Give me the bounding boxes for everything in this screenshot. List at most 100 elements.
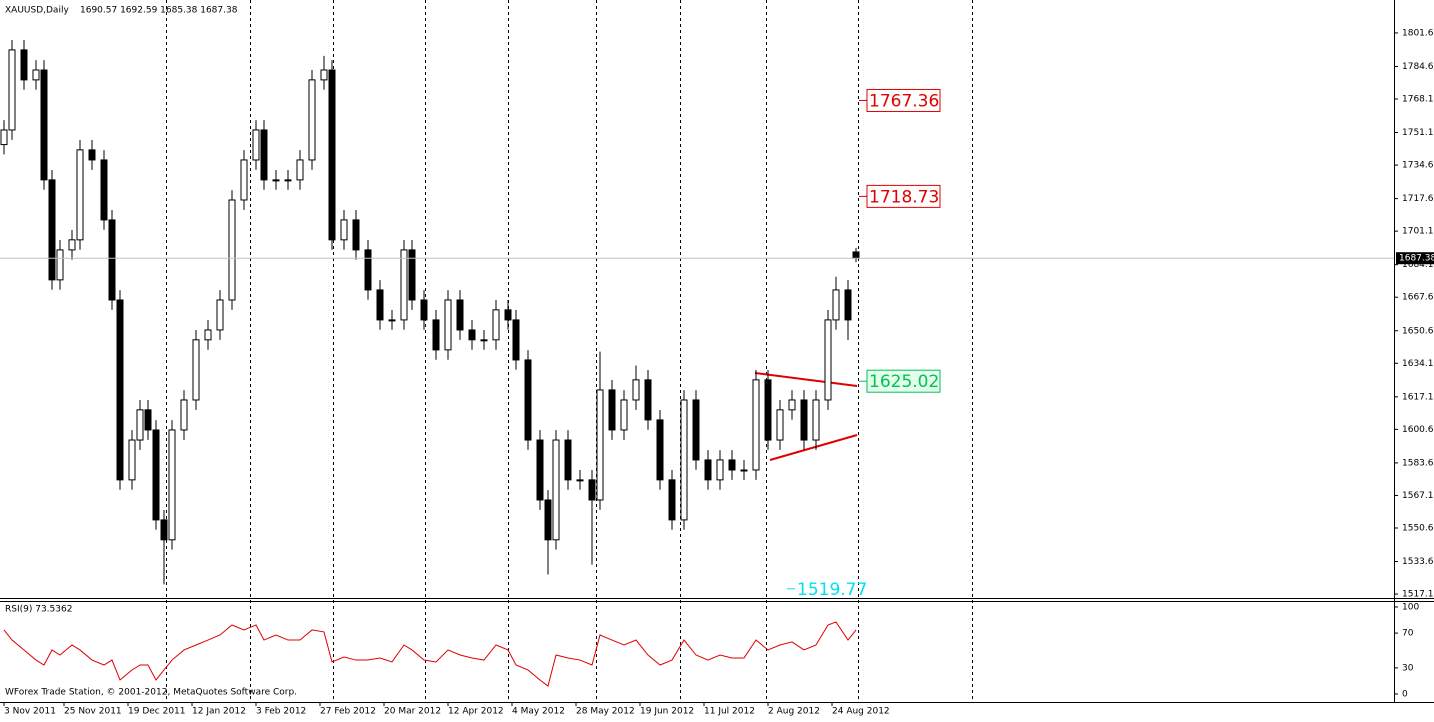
candle-body (0, 129, 8, 146)
candle-body (536, 439, 544, 501)
candle-body (364, 249, 372, 291)
candle-body (588, 479, 596, 501)
candle-body (728, 459, 736, 471)
x-tick-label: 24 Aug 2012 (832, 707, 890, 717)
candle-body (512, 319, 520, 361)
level-label: 1625.02 (869, 372, 939, 392)
candle-body (128, 439, 136, 481)
x-tick-label: 3 Nov 2011 (4, 707, 56, 717)
candle-body (136, 409, 144, 441)
candle-body (504, 309, 512, 321)
level-box (866, 369, 941, 393)
candle-body (668, 479, 676, 521)
x-tick-label: 12 Jan 2012 (192, 707, 246, 717)
x-tick-label: 2 Aug 2012 (768, 707, 820, 717)
candle-body (468, 329, 476, 341)
candle-body (420, 299, 428, 321)
candle-body (296, 159, 304, 181)
level-label: 1519.77 (797, 580, 867, 600)
y-tick-label: 1751.10 (1402, 128, 1434, 138)
candle-body (20, 49, 28, 81)
candle-body (544, 499, 552, 541)
rsi-tick-label: 100 (1402, 602, 1419, 612)
candle-body (740, 469, 748, 472)
candle-body (596, 389, 604, 501)
y-tick-label: 1567.10 (1402, 491, 1434, 501)
candle-body (76, 149, 84, 241)
y-tick-label: 1667.60 (1402, 293, 1434, 303)
symbol-title: XAUUSD,Daily (5, 6, 69, 16)
level-label: 1767.36 (869, 91, 939, 111)
candle-body (444, 299, 452, 351)
y-tick-label: 1801.60 (1402, 28, 1434, 38)
candle-body (144, 409, 152, 431)
candle-body (160, 519, 168, 541)
candle-body (352, 219, 360, 251)
candle-body (204, 329, 212, 341)
candle-body (680, 399, 688, 521)
candle-body (776, 409, 784, 441)
candle-body (108, 219, 116, 301)
candle-body (564, 439, 572, 481)
y-tick-label: 1717.60 (1402, 194, 1434, 204)
current-price-box (1396, 252, 1434, 265)
candle-body (788, 399, 796, 411)
candle-body (8, 49, 16, 131)
candle-body (68, 239, 76, 251)
candle-body (308, 79, 316, 161)
y-tick-label: 1550.60 (1402, 523, 1434, 533)
candle-body (116, 299, 124, 481)
candle-body (40, 69, 48, 181)
candle-body (576, 479, 584, 482)
footer: WForex Trade Station, © 2001-2012, MetaQ… (5, 688, 297, 698)
candle-body (704, 459, 712, 481)
candle-body (432, 319, 440, 351)
candle-body (844, 289, 852, 321)
x-tick-label: 25 Nov 2011 (64, 707, 122, 717)
x-tick-label: 27 Feb 2012 (320, 707, 376, 717)
candle-body (320, 69, 328, 81)
x-tick-label: 19 Jun 2012 (640, 707, 694, 717)
candle-body (328, 69, 336, 241)
indicator-title: RSI(9) 73.5362 (5, 605, 72, 615)
candle-body (812, 399, 820, 441)
candle-body (552, 439, 560, 541)
candle-body (832, 289, 840, 321)
candle-body (100, 159, 108, 221)
x-tick-label: 19 Dec 2011 (128, 707, 186, 717)
candle-body (180, 399, 188, 431)
candle-body (620, 399, 628, 431)
candle-body (340, 219, 348, 241)
candle-body (852, 251, 860, 259)
x-tick-label: 4 May 2012 (512, 707, 565, 717)
candle-body (492, 309, 500, 341)
candle-body (32, 69, 40, 81)
candle-body (824, 319, 832, 401)
candle-body (800, 399, 808, 441)
rsi-tick-label: 0 (1402, 689, 1408, 699)
level-box (866, 88, 941, 112)
candle-body (56, 249, 64, 281)
x-tick-label: 20 Mar 2012 (384, 707, 441, 717)
y-tick-label: 1533.60 (1402, 557, 1434, 567)
rsi-line (3, 621, 857, 687)
y-tick-label: 1600.60 (1402, 425, 1434, 435)
y-tick-label: 1617.10 (1402, 392, 1434, 402)
rsi-tick-label: 70 (1402, 629, 1414, 639)
x-tick-label: 3 Feb 2012 (256, 707, 306, 717)
candle-body (152, 429, 160, 521)
x-tick-label: 11 Jul 2012 (704, 707, 755, 717)
y-tick-label: 1734.60 (1402, 161, 1434, 171)
current-price-label: 1687.38 (1399, 254, 1434, 264)
candle-body (716, 459, 724, 481)
candle-body (692, 399, 700, 461)
candle-body (764, 379, 772, 441)
y-tick-label: 1634.10 (1402, 359, 1434, 369)
y-tick-label: 1701.10 (1402, 227, 1434, 237)
ohlc-text: 1690.57 1692.59 1685.38 1687.38 (80, 6, 238, 16)
level-box (866, 184, 941, 208)
x-tick-label: 12 Apr 2012 (448, 707, 504, 717)
candle-body (632, 379, 640, 401)
